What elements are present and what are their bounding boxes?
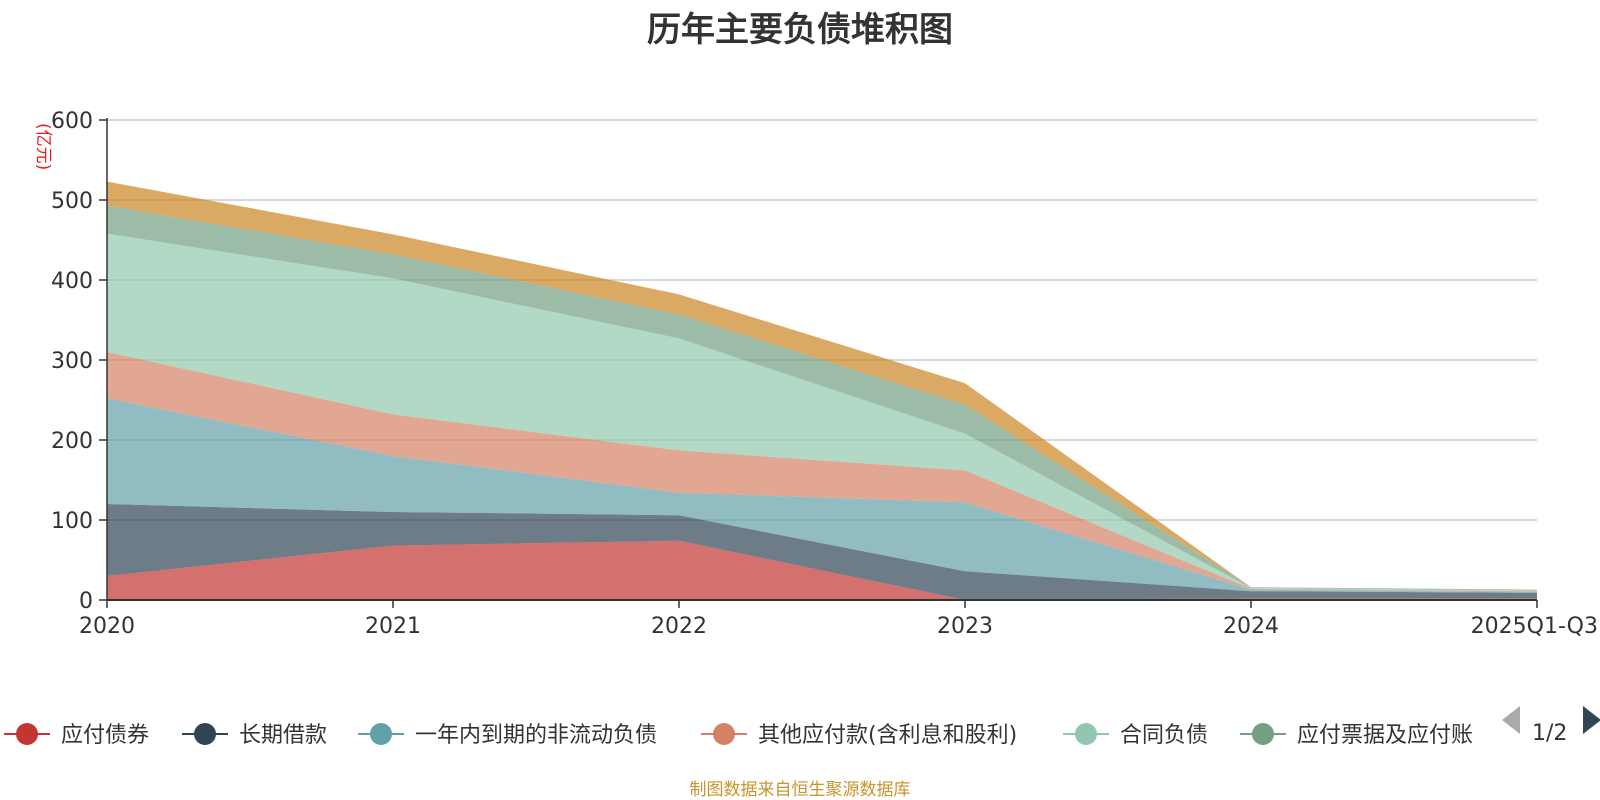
chart-title: 历年主要负债堆积图 xyxy=(647,10,953,50)
legend-item[interactable]: 合同负债 xyxy=(1063,723,1208,748)
legend-page-indicator: 1/2 xyxy=(1532,721,1567,746)
legend-marker-icon xyxy=(1075,723,1097,745)
y-tick-label: 600 xyxy=(51,109,93,134)
legend-next-icon[interactable] xyxy=(1583,706,1600,734)
y-tick-label: 100 xyxy=(51,509,93,534)
legend-label: 应付票据及应付账 xyxy=(1297,723,1473,748)
x-tick-label: 2023 xyxy=(937,614,993,639)
area-layer xyxy=(107,181,1537,600)
legend-item[interactable]: 其他应付款(含利息和股利) xyxy=(701,723,1017,748)
legend-marker-icon xyxy=(370,723,392,745)
legend-prev-icon[interactable] xyxy=(1502,706,1520,734)
axis-layer: 0 100 200 300 400 500 600 2020 2021 2022 2023 2024 2… xyxy=(51,109,1598,639)
area-series-6[interactable] xyxy=(107,181,1537,590)
y-tick-label: 200 xyxy=(51,429,93,454)
y-tick-label: 400 xyxy=(51,269,93,294)
x-tick-label: 2024 xyxy=(1223,614,1279,639)
legend-item[interactable]: 一年内到期的非流动负债 xyxy=(358,723,657,748)
legend-marker-icon xyxy=(713,723,735,745)
x-tick-label: 2022 xyxy=(651,614,707,639)
legend-marker-icon xyxy=(16,723,38,745)
legend-label: 合同负债 xyxy=(1120,723,1208,748)
y-unit-label: (亿元) xyxy=(33,123,53,170)
area-series-1[interactable] xyxy=(107,504,1537,600)
x-tick-label: 2025Q1-Q3 xyxy=(1471,614,1598,639)
legend: 应付债券 长期借款 一年内到期的非流动负债 其他应付款(含利息和股利) 合同负债 应付票据… xyxy=(4,723,1473,748)
legend-marker-icon xyxy=(194,723,216,745)
legend-item[interactable]: 长期借款 xyxy=(182,723,327,748)
legend-label: 应付债券 xyxy=(61,723,149,748)
area-series-3[interactable] xyxy=(107,352,1537,592)
y-tick-label: 300 xyxy=(51,349,93,374)
y-tick-label: 500 xyxy=(51,189,93,214)
legend-pager: 1/2 xyxy=(1502,706,1600,746)
legend-label: 其他应付款(含利息和股利) xyxy=(758,723,1017,748)
legend-item[interactable]: 应付债券 xyxy=(4,723,149,748)
area-series-5[interactable] xyxy=(107,205,1537,591)
area-series-0[interactable] xyxy=(107,540,1537,600)
area-series-4[interactable] xyxy=(107,233,1537,592)
legend-item[interactable]: 应付票据及应付账 xyxy=(1240,723,1473,748)
area-series-2[interactable] xyxy=(107,398,1537,593)
y-tick-label: 0 xyxy=(79,589,93,614)
legend-marker-icon xyxy=(1252,723,1274,745)
legend-label: 长期借款 xyxy=(239,723,327,748)
legend-label: 一年内到期的非流动负债 xyxy=(415,723,657,748)
x-tick-label: 2021 xyxy=(365,614,421,639)
data-source-note: 制图数据来自恒生聚源数据库 xyxy=(690,780,911,800)
x-tick-label: 2020 xyxy=(79,614,135,639)
